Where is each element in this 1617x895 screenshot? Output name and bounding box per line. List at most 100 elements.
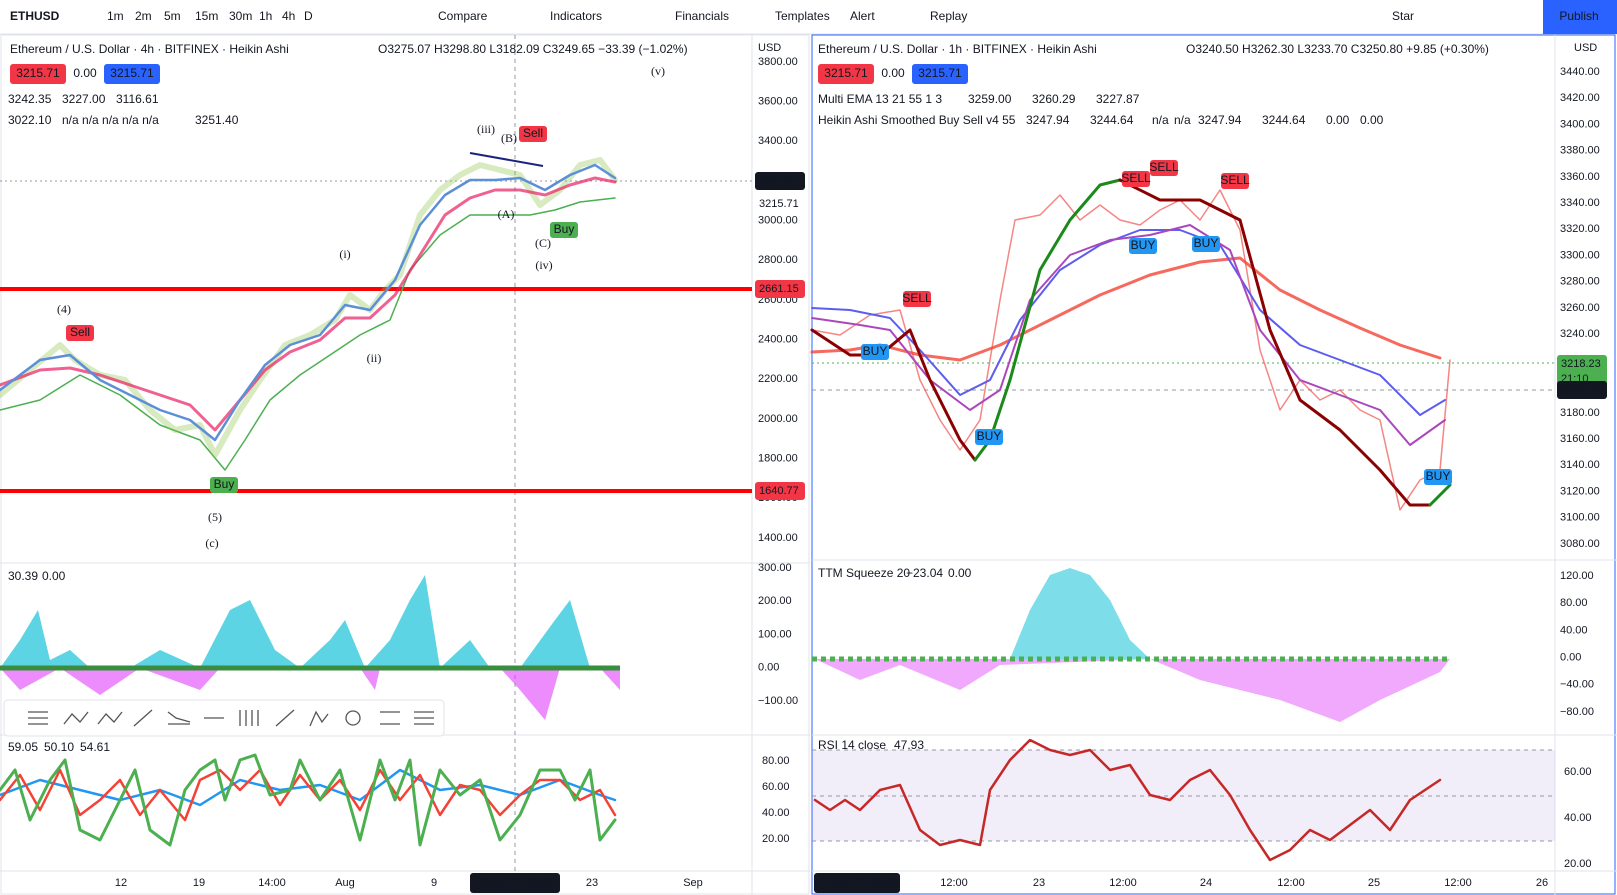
price-tick-label: 3400.00 bbox=[758, 135, 798, 147]
price-tick-label: 100.00 bbox=[758, 628, 792, 640]
tool-icon[interactable] bbox=[63, 711, 89, 725]
rsi-line bbox=[0, 768, 617, 822]
tool-icon[interactable] bbox=[133, 709, 153, 727]
signal-label: BUY bbox=[863, 344, 888, 358]
ohlc: O3275.07 H3298.80 L3182.09 C3249.65 −33.… bbox=[378, 42, 688, 56]
wave-label: (v) bbox=[651, 64, 665, 78]
tool-icon[interactable] bbox=[414, 711, 434, 725]
toolbar-button[interactable]: Replay bbox=[930, 9, 967, 23]
time-tick-label: 26 bbox=[1536, 877, 1548, 889]
signal-label: BUY bbox=[1194, 236, 1219, 250]
interval[interactable]: 30m bbox=[229, 9, 252, 23]
price-tick-label: 60.00 bbox=[1564, 766, 1592, 778]
sell-price-box[interactable] bbox=[818, 64, 874, 84]
price-tick-label: 3280.00 bbox=[1560, 276, 1600, 288]
price-tick-label: 3080.00 bbox=[1560, 538, 1600, 550]
interval[interactable]: 15m bbox=[195, 9, 218, 23]
histogram bbox=[0, 575, 620, 668]
price-label: 1640.77 bbox=[759, 485, 799, 497]
tool-icon[interactable] bbox=[28, 711, 48, 725]
interval[interactable]: 2m bbox=[135, 9, 152, 23]
tool-icon[interactable] bbox=[239, 710, 259, 726]
wave-label: (iii) bbox=[477, 122, 495, 136]
toolbar-button[interactable]: Templates bbox=[775, 9, 830, 23]
toolbar-button[interactable]: Indicators bbox=[550, 9, 602, 23]
time-tick-label: 25 bbox=[1368, 877, 1380, 889]
wave-label: (ii) bbox=[367, 351, 382, 365]
interval[interactable]: 4h bbox=[282, 9, 295, 23]
price-tick-label: −80.00 bbox=[1560, 706, 1594, 718]
interval[interactable]: 1m bbox=[107, 9, 124, 23]
wave-label: (C) bbox=[535, 236, 551, 250]
indicator-value: n/a bbox=[1152, 113, 1169, 127]
wave-label: (5) bbox=[208, 510, 222, 524]
price-tick-label: 3000.00 bbox=[758, 215, 798, 227]
price-label-box bbox=[755, 172, 805, 190]
price-tick-label: 3140.00 bbox=[1560, 459, 1600, 471]
time-cursor: 16 Aug '21 06:00 bbox=[474, 877, 556, 889]
time-tick-label: 23 bbox=[1033, 877, 1045, 889]
ema-line bbox=[810, 256, 1442, 362]
buy-price-box[interactable] bbox=[912, 64, 968, 84]
signal-box bbox=[861, 344, 889, 360]
interval[interactable]: 1h bbox=[259, 9, 272, 23]
tool-icon[interactable] bbox=[309, 710, 329, 727]
indicator-value: 3227.00 bbox=[62, 92, 106, 106]
ema-line bbox=[0, 163, 617, 442]
price-tick-label: 60.00 bbox=[762, 781, 790, 793]
price-tick-label: 3380.00 bbox=[1560, 145, 1600, 157]
rsi-value: 54.61 bbox=[80, 740, 110, 754]
rsi-name: RSI 14 close bbox=[818, 738, 886, 752]
signal-label: Buy bbox=[554, 222, 575, 236]
toolbar-button[interactable]: Compare bbox=[438, 9, 488, 23]
tool-icon[interactable] bbox=[275, 709, 295, 727]
layout-name[interactable]: Star bbox=[1392, 9, 1414, 23]
time-tick-label: 12:00 bbox=[1109, 877, 1137, 889]
price-tick-label: 3240.00 bbox=[1560, 328, 1600, 340]
signal-box bbox=[210, 477, 238, 493]
price-tick-label: 3100.00 bbox=[1560, 512, 1600, 524]
tool-icon[interactable] bbox=[167, 711, 191, 725]
wave-label: (c) bbox=[205, 536, 218, 550]
ttm-name: TTM Squeeze 20 bbox=[818, 566, 910, 580]
price-tick-label: 1400.00 bbox=[758, 532, 798, 544]
indicator-value: n/a n/a n/a n/a n/a bbox=[62, 113, 159, 127]
price-tick-label: 3800.00 bbox=[758, 56, 798, 68]
price-tick-label: 3260.00 bbox=[1560, 302, 1600, 314]
tool-icon[interactable] bbox=[345, 710, 361, 726]
price-tick-label: 3400.00 bbox=[1560, 118, 1600, 130]
smoothed-line bbox=[810, 328, 977, 462]
rsi-value: 50.10 bbox=[44, 740, 74, 754]
tool-icon[interactable] bbox=[380, 711, 400, 725]
ohlc: O3240.50 H3262.30 L3233.70 C3250.80 +9.8… bbox=[1186, 42, 1489, 56]
indicator-value: 3242.35 bbox=[8, 92, 52, 106]
price-label-box bbox=[755, 280, 805, 298]
ema-line bbox=[811, 224, 1446, 446]
publish-button[interactable] bbox=[1543, 0, 1617, 34]
sell-price-box[interactable] bbox=[10, 64, 66, 84]
osc-value: 30.39 bbox=[8, 569, 38, 583]
toolbar-button[interactable]: Alert bbox=[850, 9, 875, 23]
price-label: 3197.87 bbox=[1561, 384, 1601, 396]
symbol[interactable]: ETHUSD bbox=[10, 9, 60, 23]
signal-label: BUY bbox=[977, 429, 1002, 443]
currency[interactable]: USD bbox=[758, 42, 781, 54]
price-tick-label: 20.00 bbox=[1564, 858, 1592, 870]
indicator-value: 3116.61 bbox=[116, 92, 159, 106]
interval[interactable]: D bbox=[304, 9, 313, 23]
indicator-value: 3244.64 bbox=[1262, 113, 1306, 127]
price-tick-label: 3420.00 bbox=[1560, 92, 1600, 104]
indicator-value: 3260.29 bbox=[1032, 92, 1076, 106]
price-tick-label: 3440.00 bbox=[1560, 66, 1600, 78]
interval[interactable]: 5m bbox=[164, 9, 181, 23]
toolbar-button[interactable]: Financials bbox=[675, 9, 729, 23]
currency[interactable]: USD bbox=[1574, 42, 1597, 54]
trend-line bbox=[469, 152, 544, 167]
histogram bbox=[0, 668, 620, 720]
histogram bbox=[1010, 568, 1150, 659]
buy-price-box[interactable] bbox=[104, 64, 160, 84]
tool-icon[interactable] bbox=[97, 711, 123, 725]
publish-label[interactable]: Publish bbox=[1559, 9, 1598, 23]
price-tick-label: 2000.00 bbox=[758, 413, 798, 425]
wave-label: (A) bbox=[498, 207, 515, 221]
